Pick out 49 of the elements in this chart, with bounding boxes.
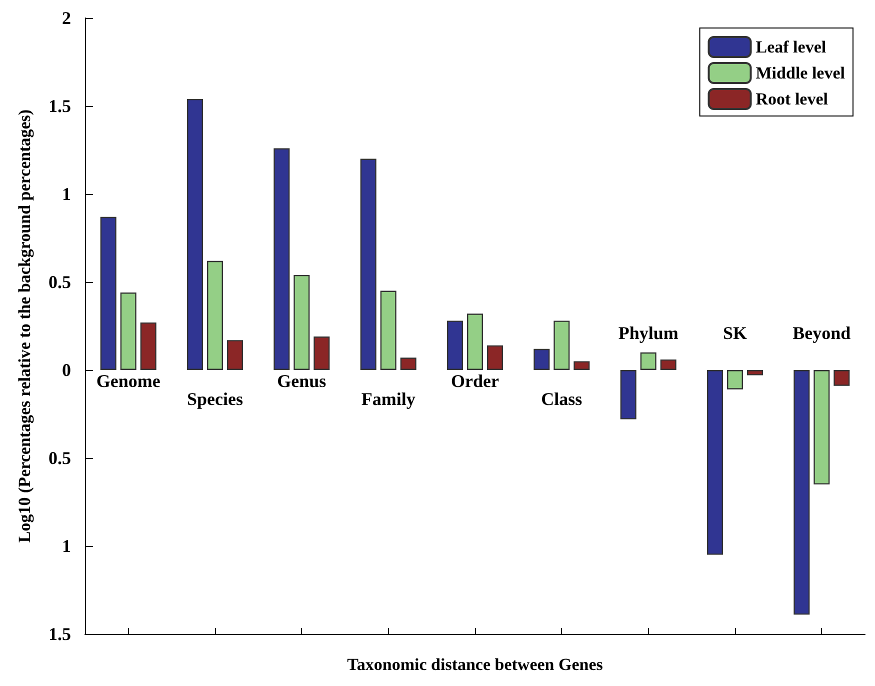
bar: [400, 358, 416, 370]
y-tick-label: 1: [62, 184, 71, 204]
bar: [814, 370, 830, 484]
y-tick-label: 0: [62, 360, 71, 380]
bar: [380, 290, 396, 370]
x-tick-label: Beyond: [792, 323, 851, 343]
bar: [620, 370, 636, 420]
bar: [574, 361, 590, 370]
y-tick-label: 1.5: [48, 96, 71, 116]
x-tick-label: Class: [541, 389, 582, 409]
legend-label: Root level: [756, 90, 828, 108]
bar: [140, 322, 156, 370]
bar: [707, 370, 723, 555]
bar: [467, 314, 483, 370]
bar: [187, 98, 203, 370]
bar: [747, 370, 763, 376]
legend-label: Middle level: [756, 64, 846, 82]
bar: [554, 320, 570, 370]
x-axis-title: Taxonomic distance between Genes: [347, 655, 604, 674]
x-tick-label: Genome: [96, 371, 160, 391]
bar: [294, 274, 310, 370]
bar: [274, 148, 290, 370]
x-tick-label: Phylum: [618, 323, 678, 343]
y-tick-label: 1: [62, 536, 71, 556]
bar: [120, 292, 136, 370]
y-axis-title: Log10 (Percentages relative to the background percentages): [15, 109, 34, 543]
bar: [447, 320, 463, 370]
bar: [727, 370, 743, 390]
bar: [487, 345, 503, 370]
bar: [534, 348, 550, 370]
y-tick-label: 1.5: [48, 624, 71, 644]
y-tick-label: 0.5: [48, 272, 71, 292]
bar: [640, 352, 656, 370]
legend-label: Leaf level: [756, 38, 826, 56]
x-tick-label: Genus: [277, 371, 326, 391]
x-tick-label: SK: [722, 323, 748, 343]
bar: [360, 158, 376, 370]
bar: [207, 260, 223, 370]
bar: [100, 216, 116, 370]
bar: [314, 336, 330, 370]
bar: [794, 370, 810, 615]
bar: [834, 370, 850, 386]
bar: [227, 340, 243, 370]
x-tick-label: Species: [187, 389, 243, 409]
y-tick-label: 2: [62, 8, 71, 28]
x-tick-label: Family: [361, 389, 416, 409]
x-tick-label: Order: [451, 371, 499, 391]
bar: [660, 359, 676, 370]
y-tick-label: 0.5: [48, 448, 71, 468]
